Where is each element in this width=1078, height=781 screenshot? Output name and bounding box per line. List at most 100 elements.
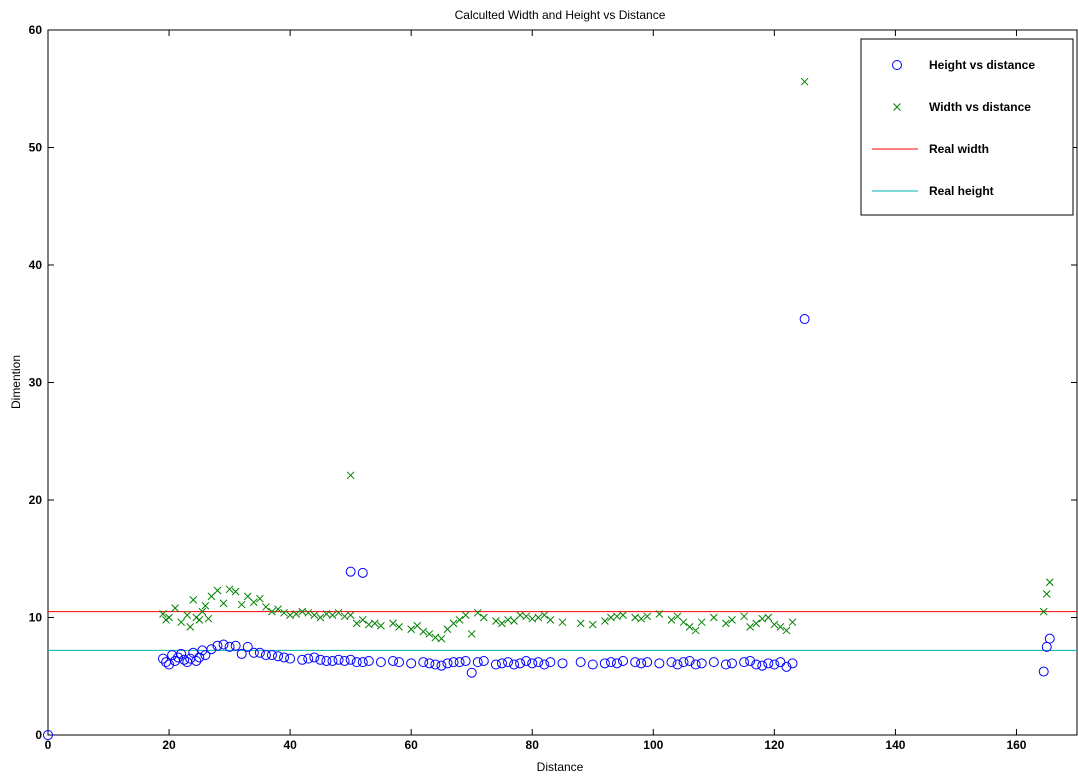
legend-label: Width vs distance [929,100,1031,114]
height-point [466,667,477,678]
height-point [273,651,284,662]
width-point [425,630,434,638]
height-point [521,655,532,666]
height-point [436,660,447,671]
height-point [611,658,622,669]
width-point [522,612,531,621]
height-point [720,659,731,670]
width-point [292,610,301,618]
height-point [260,650,271,661]
width-point [613,612,621,621]
width-point [655,610,664,618]
height-point [678,657,689,668]
height-point [158,653,169,664]
y-tick-label: 0 [35,728,42,742]
legend-label: Real height [929,184,994,198]
width-point [1042,590,1051,598]
height-point [539,659,550,670]
height-point [345,654,356,665]
y-tick-label: 50 [29,141,43,155]
width-point [364,620,373,629]
height-point [503,657,514,668]
width-point [310,611,319,620]
height-point [618,655,629,666]
width-point [546,615,555,624]
width-point [274,605,282,614]
width-point [619,611,627,620]
width-point [255,594,264,603]
height-point [218,639,229,650]
legend-label: Real width [929,142,989,156]
width-point [607,613,615,622]
height-point [309,652,320,663]
x-tick-label: 140 [885,738,905,752]
width-point [207,592,216,601]
width-point [201,601,210,610]
width-point [510,617,518,625]
height-point [448,657,459,668]
width-point [728,615,736,624]
width-point [722,619,730,628]
x-tick-label: 80 [526,738,540,752]
width-point [643,612,652,621]
height-point [333,654,344,665]
height-point [357,567,368,578]
width-point [407,625,416,634]
height-point [757,660,768,671]
height-point [708,657,719,668]
height-point [212,640,223,651]
height-point [605,657,616,668]
width-point [346,471,355,480]
width-point [165,613,173,622]
height-point [599,658,610,669]
height-point [345,566,356,577]
width-point [225,585,234,594]
width-point [286,611,294,620]
width-point [637,614,646,623]
height-point [363,655,374,666]
width-point [449,619,458,628]
width-point [540,611,549,620]
x-tick-label: 100 [643,738,663,752]
width-point [697,618,706,627]
width-point [322,610,331,618]
height-point [164,659,175,670]
x-tick-label: 120 [764,738,784,752]
width-point [352,619,361,628]
width-point [443,625,452,634]
width-point [601,617,609,625]
height-point [781,661,792,672]
width-point [189,596,198,604]
height-point [642,657,653,668]
height-point [285,653,296,664]
width-point [334,608,343,617]
height-point [654,658,665,669]
width-point [204,614,213,623]
height-point [509,659,520,670]
height-point [739,657,750,668]
height-point [726,658,737,669]
height-point [279,652,290,663]
height-point [339,655,350,666]
width-point [631,613,639,622]
y-tick-label: 40 [29,258,43,272]
height-point [254,647,265,658]
height-point [248,647,259,658]
height-point [1038,666,1049,677]
height-point [690,659,701,670]
x-tick-label: 0 [45,738,52,752]
height-point [460,655,471,666]
width-point [455,615,464,624]
height-point [478,655,489,666]
height-point [200,650,211,661]
y-tick-label: 60 [29,23,43,37]
width-point [1039,607,1048,616]
width-point [788,618,797,627]
height-point [630,657,641,668]
x-tick-label: 40 [283,738,297,752]
width-point [498,619,506,628]
width-point [186,623,195,631]
width-point [740,612,748,621]
